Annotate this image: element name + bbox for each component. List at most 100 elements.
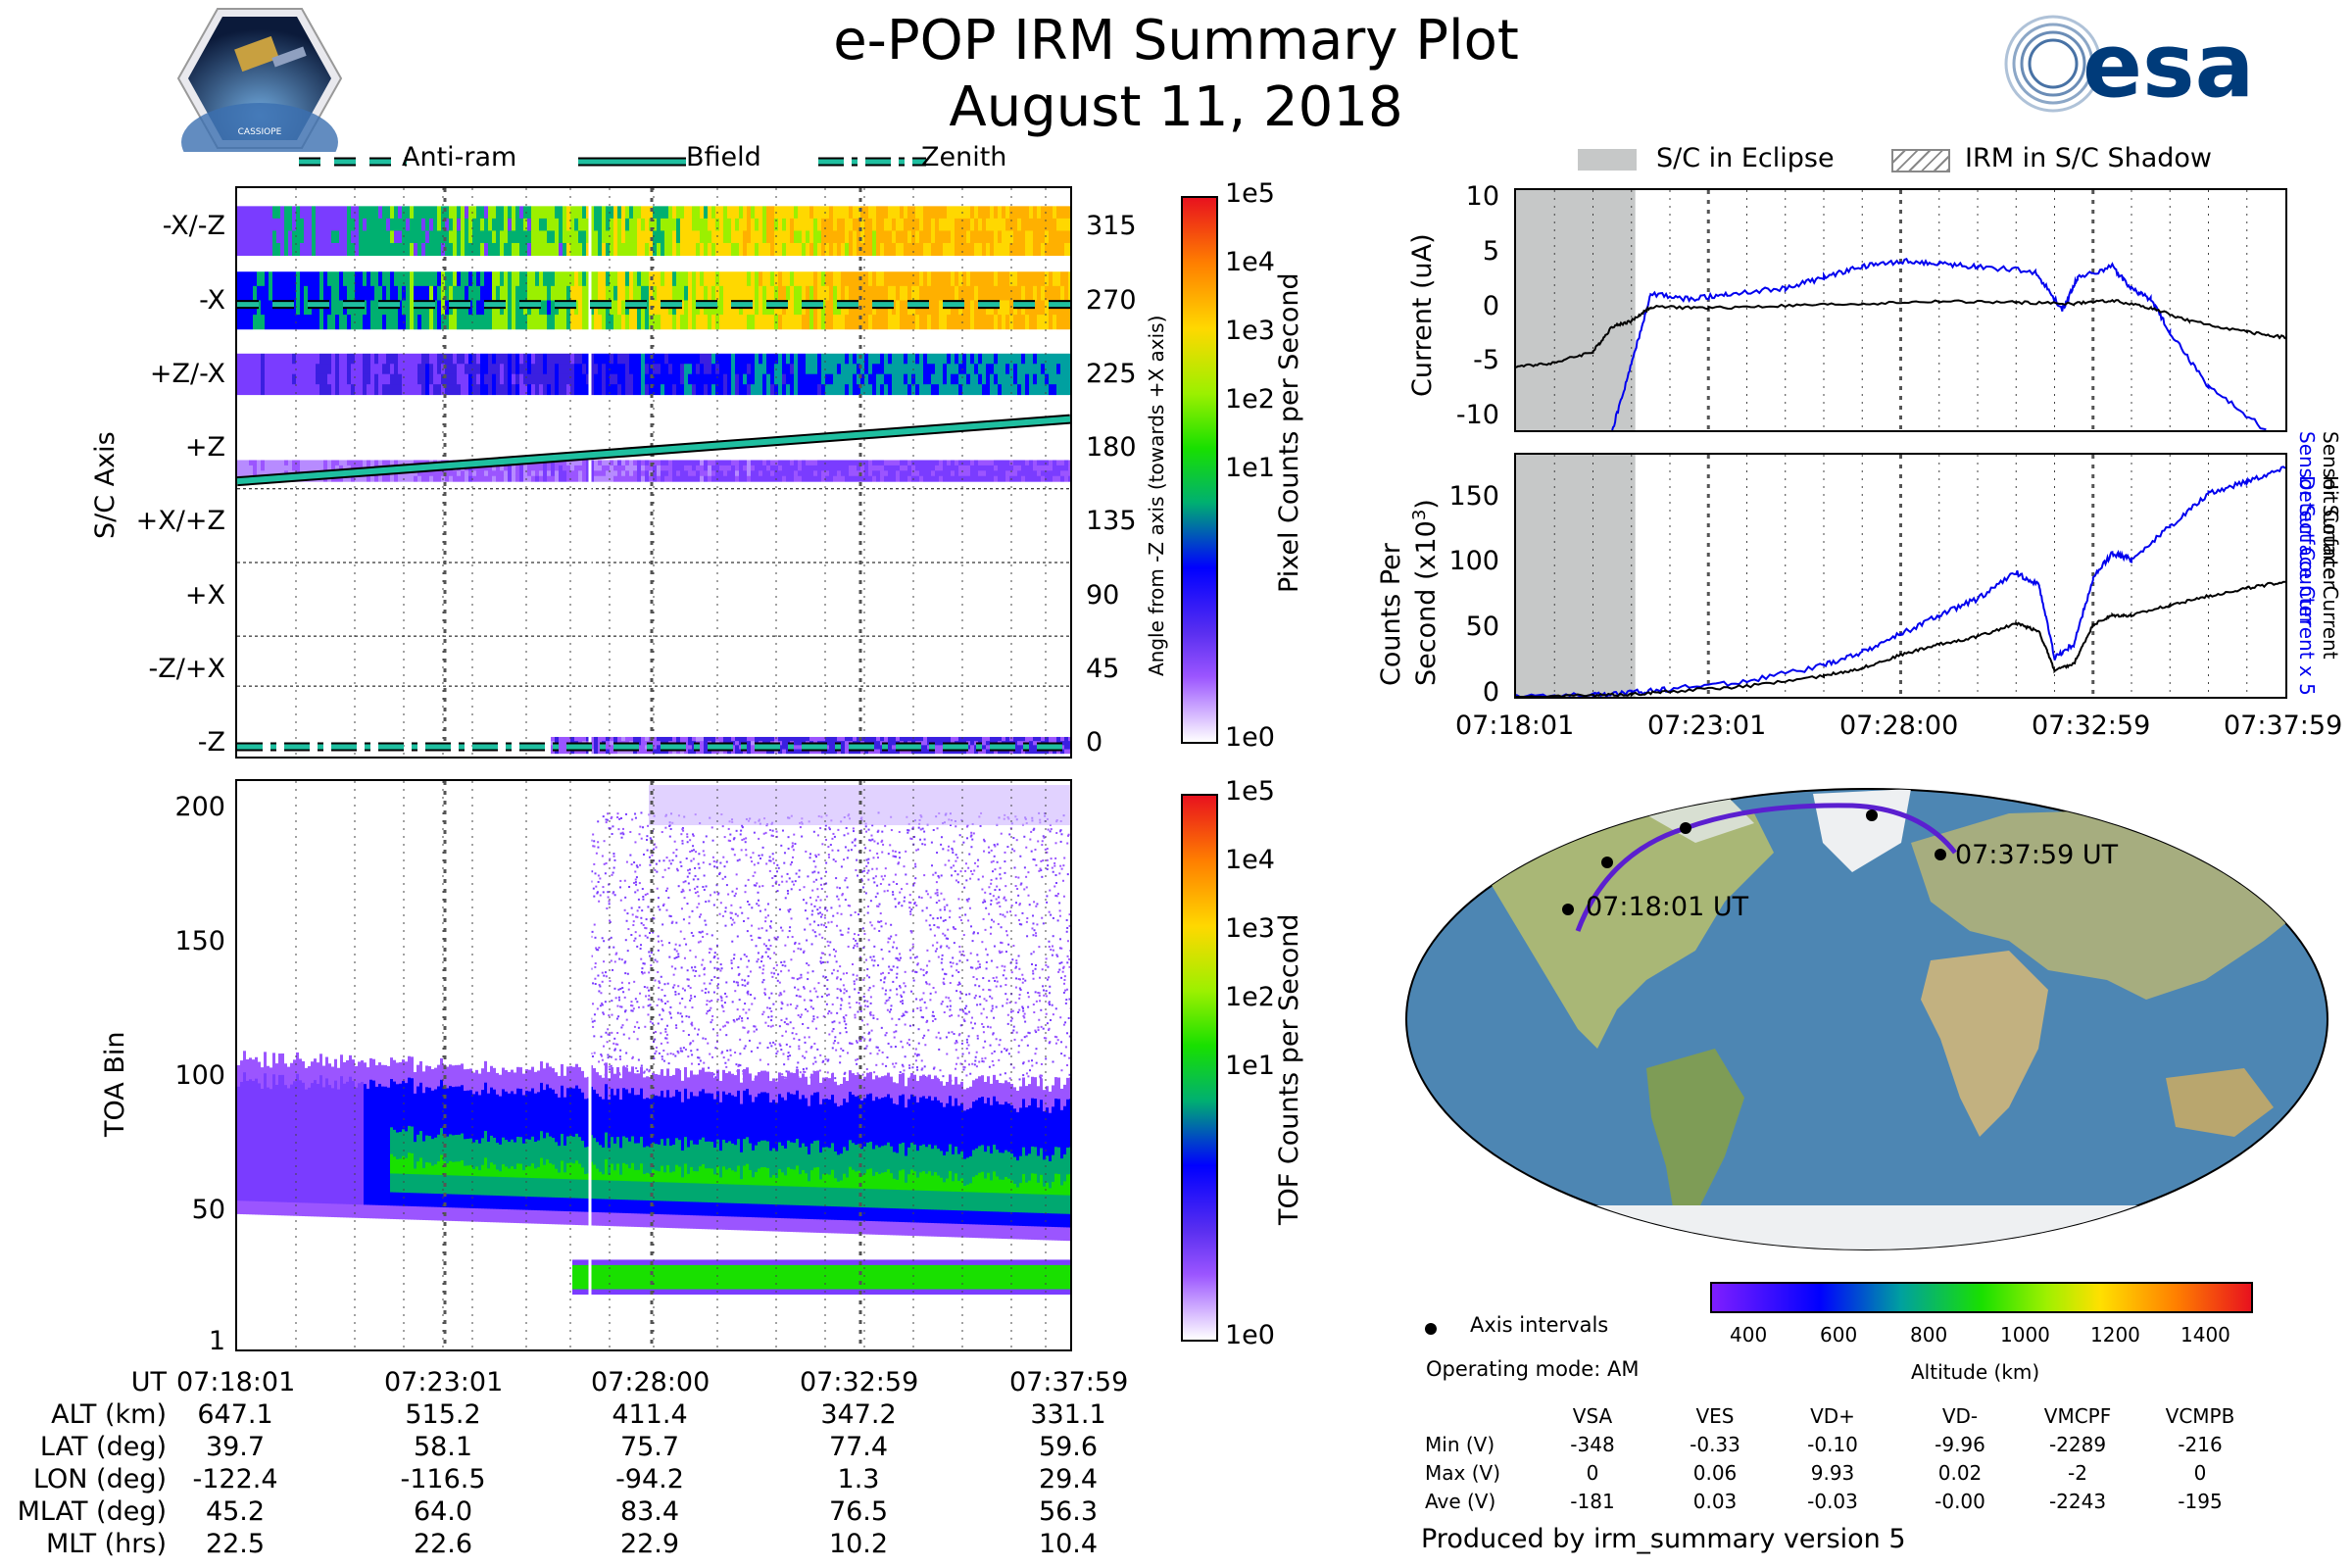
current-ytick-label: 10 [1465, 181, 1499, 213]
voltage-header: VES [1695, 1404, 1735, 1428]
counts-ytick-label: 50 [1465, 612, 1499, 643]
sc-axis-angle-tick: 0 [1086, 727, 1103, 758]
ephemeris-cell: -116.5 [400, 1464, 486, 1494]
ephemeris-cell: 45.2 [205, 1496, 266, 1527]
sc-axis-angle-tick: 270 [1086, 284, 1137, 316]
track-end-point [1935, 849, 1946, 860]
ephemeris-cell: 29.4 [1038, 1464, 1099, 1494]
pixel-colorbar [1181, 196, 1218, 744]
counts-right-label-2: Hit Counter [2319, 475, 2342, 588]
counts-ytick-label: 0 [1482, 677, 1499, 708]
voltage-cell: -9.96 [1935, 1433, 1985, 1456]
ephemeris-cell: 64.0 [413, 1496, 473, 1527]
voltage-cell: -2289 [2048, 1433, 2107, 1456]
sc-axis-tick-label: -X [199, 284, 225, 316]
colorbar-tick-label: 1e1 [1225, 453, 1275, 483]
toa-ytick-label: 1 [208, 1326, 225, 1356]
toa-xtick-label: 07:32:59 [800, 1367, 919, 1397]
series-line [1611, 257, 2267, 430]
voltage-cell: 0 [1586, 1461, 1599, 1485]
sc-axis-tick-label: -X/-Z [162, 211, 225, 242]
sc-axis-tick-label: +Z [184, 432, 225, 464]
series-line [1516, 466, 2285, 697]
series-line [1516, 299, 2285, 368]
counts-xtick-label: 07:37:59 [2224, 710, 2343, 741]
ephemeris-cell: -94.2 [615, 1464, 684, 1494]
legend-bfield-line [578, 157, 686, 167]
ephemeris-cell: 39.7 [205, 1432, 266, 1462]
sc-axis-heatmap [237, 188, 1070, 757]
ephemeris-cell: 22.6 [413, 1529, 473, 1559]
world-map [1401, 784, 2332, 1254]
colorbar-tick-label: 1e3 [1225, 913, 1275, 944]
ephemeris-cell: 1.3 [837, 1464, 880, 1494]
voltage-header: VSA [1572, 1404, 1613, 1428]
voltage-row-label: Min (V) [1425, 1433, 1495, 1456]
top-legend: Anti-ram Bfield Zenith [294, 142, 1078, 181]
voltage-cell: -2243 [2048, 1490, 2107, 1513]
toa-ytick-label: 200 [174, 792, 225, 823]
ephemeris-row-label: MLAT (deg) [17, 1496, 167, 1527]
voltage-header: VMCPF [2043, 1404, 2112, 1428]
altitude-tick-label: 1000 [2000, 1323, 2050, 1347]
sc-axis-angle-tick: 315 [1086, 211, 1137, 242]
ephemeris-cell: 10.2 [828, 1529, 889, 1559]
ephemeris-cell: 331.1 [1030, 1399, 1106, 1430]
counts-ytick-label: 150 [1448, 480, 1499, 512]
colorbar-tick-label: 1e2 [1225, 384, 1275, 415]
voltage-cell: 0 [2193, 1461, 2207, 1485]
counts-xtick-label: 07:28:00 [1839, 710, 1959, 741]
colorbar-tick-label: 1e5 [1225, 178, 1275, 209]
voltage-cell: 0.02 [1937, 1461, 1983, 1485]
toa-xtick-label: 07:37:59 [1009, 1367, 1129, 1397]
sc-axis-angle-tick: 135 [1086, 506, 1137, 537]
current-ytick-label: 5 [1482, 235, 1499, 267]
voltage-cell: -195 [2178, 1490, 2223, 1513]
toa-xtick-label: 07:18:01 [176, 1367, 296, 1397]
ephemeris-cell: 10.4 [1038, 1529, 1099, 1559]
sc-axis-tick-label: -Z [197, 727, 225, 758]
current-ytick-label: 0 [1482, 290, 1499, 321]
altitude-tick-label: 1400 [2180, 1323, 2230, 1347]
voltage-cell: -348 [1570, 1433, 1615, 1456]
ephemeris-cell: 22.5 [205, 1529, 266, 1559]
voltage-cell: 9.93 [1810, 1461, 1855, 1485]
tof-colorbar [1181, 794, 1218, 1342]
eclipse-legend-swatch [1578, 149, 1637, 171]
voltage-cell: -0.00 [1935, 1490, 1985, 1513]
tof-colorbar-label: TOF Counts per Second [1274, 913, 1304, 1226]
ephemeris-row-label: ALT (km) [51, 1399, 167, 1430]
voltage-cell: -0.33 [1690, 1433, 1740, 1456]
cassiope-logo: CASSIOPE [176, 5, 343, 181]
axis-intervals-dot [1425, 1323, 1437, 1335]
operating-mode-label: Operating mode: AM [1426, 1357, 1640, 1381]
ephemeris-cell: -122.4 [192, 1464, 278, 1494]
track-point [1601, 857, 1613, 868]
voltage-cell: 0.03 [1692, 1490, 1738, 1513]
esa-logo-text: esa [2082, 15, 2254, 118]
voltage-header: VD- [1941, 1404, 1979, 1428]
counts-panel [1514, 453, 2287, 699]
ephemeris-cell: 22.9 [619, 1529, 680, 1559]
toa-ytick-label: 50 [191, 1194, 225, 1225]
series-line [1516, 580, 2285, 697]
legend-bfield-label: Bfield [686, 142, 761, 172]
eclipse-legend-label: S/C in Eclipse [1656, 143, 1835, 173]
colorbar-tick-label: 1e5 [1225, 776, 1275, 807]
altitude-label: Altitude (km) [1911, 1360, 2040, 1384]
counts-xtick-label: 07:32:59 [2032, 710, 2151, 741]
voltage-row-label: Max (V) [1425, 1461, 1500, 1485]
counts-plot [1516, 455, 2285, 697]
toa-ytick-label: 150 [174, 926, 225, 957]
sc-axis-tick-label: +X/+Z [135, 506, 225, 537]
track-point [1680, 822, 1691, 834]
colorbar-tick-label: 1e2 [1225, 982, 1275, 1012]
toa-panel [235, 779, 1072, 1351]
voltage-cell: 0.06 [1692, 1461, 1738, 1485]
voltage-row-label: Ave (V) [1425, 1490, 1496, 1513]
sc-axis-angle-tick: 90 [1086, 579, 1120, 611]
ephemeris-cell: 59.6 [1038, 1432, 1099, 1462]
colorbar-tick-label: 1e0 [1225, 722, 1275, 753]
altitude-tick-label: 600 [1820, 1323, 1858, 1347]
plot-title: e-POP IRM Summary Plot [833, 9, 1519, 73]
